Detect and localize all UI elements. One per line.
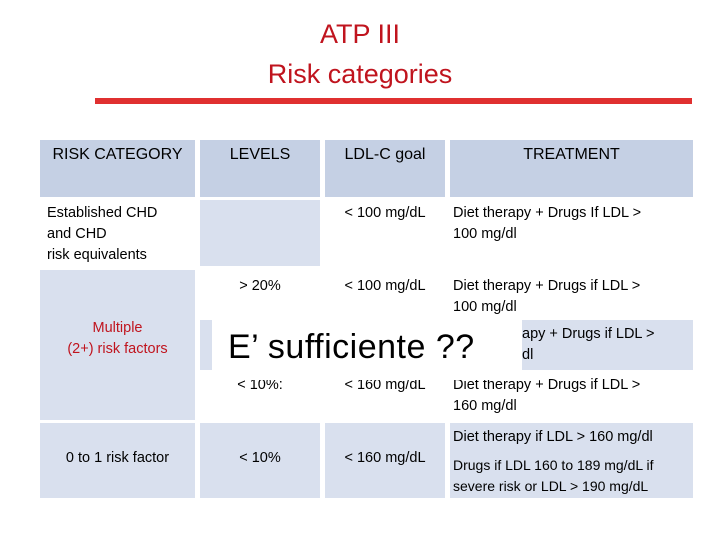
title-rule (95, 98, 692, 104)
title-line-1: ATP III (319, 19, 401, 49)
multi-a-ldl-goal: < 100 mg/dL (344, 278, 426, 294)
multi-a-treatment: Diet therapy + Drugs if LDL > 100 mg/dl (453, 278, 641, 315)
band-low-treatment (450, 423, 693, 498)
multi-c-ldl-goal: < 160 mg/dL (344, 377, 426, 393)
overlay-callout: E’ sufficiente ?? (212, 320, 522, 380)
band-low-category (40, 423, 195, 498)
low-treatment-drugs: Drugs if LDL 160 to 189 mg/dL if severe … (453, 457, 654, 494)
header-ldl-goal: LDL-C goal (325, 140, 445, 197)
low-category: 0 to 1 risk factor (65, 450, 170, 466)
band-low-levels (200, 423, 320, 498)
multi-category: Multiple (2+) risk factors (67, 320, 168, 357)
header-risk-category: RISK CATEGORY (40, 140, 195, 197)
chd-ldl-goal: < 100 mg/dL (344, 205, 426, 221)
low-ldl-goal: < 160 mg/dL (344, 450, 426, 466)
band-low-ldl (325, 423, 445, 498)
chd-category: Established CHD and CHD risk equivalents (47, 205, 158, 263)
overlay-text: E’ sufficiente ?? (228, 328, 475, 366)
chd-treatment: Diet therapy + Drugs If LDL > 100 mg/dl (453, 205, 642, 242)
multi-c-level: < 10%: (237, 377, 283, 393)
header-levels: LEVELS (200, 140, 320, 197)
multi-a-level: > 20% (239, 278, 281, 294)
band-chd-levels (200, 200, 320, 266)
title-line-2: Risk categories (267, 59, 453, 89)
band-multi-category (40, 270, 195, 420)
header-treatment: TREATMENT (450, 140, 693, 197)
multi-b-treatment-visible: apy + Drugs if LDL > dl (522, 326, 655, 363)
low-level: < 10% (239, 450, 281, 466)
low-treatment-diet: Diet therapy if LDL > 160 mg/dl (453, 429, 653, 445)
multi-c-treatment: Diet therapy + Drugs if LDL > 160 mg/dl (453, 377, 641, 414)
